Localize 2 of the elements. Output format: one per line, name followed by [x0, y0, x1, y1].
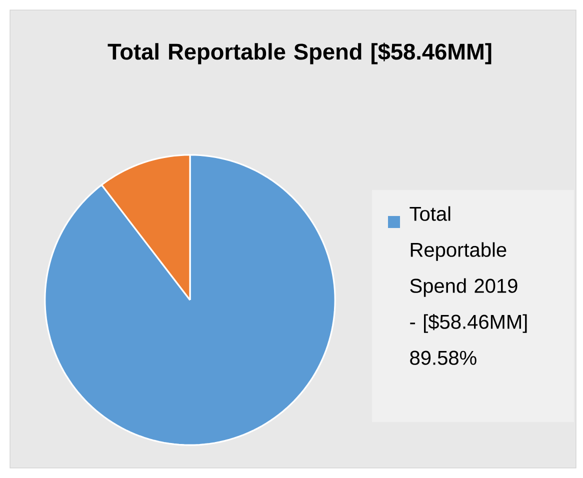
legend-label: Total Reportable Spend 2019 - [$58.46MM] 89.58% [410, 206, 527, 365]
chart-title: Total Reportable Spend [$58.46MM] [108, 42, 492, 64]
